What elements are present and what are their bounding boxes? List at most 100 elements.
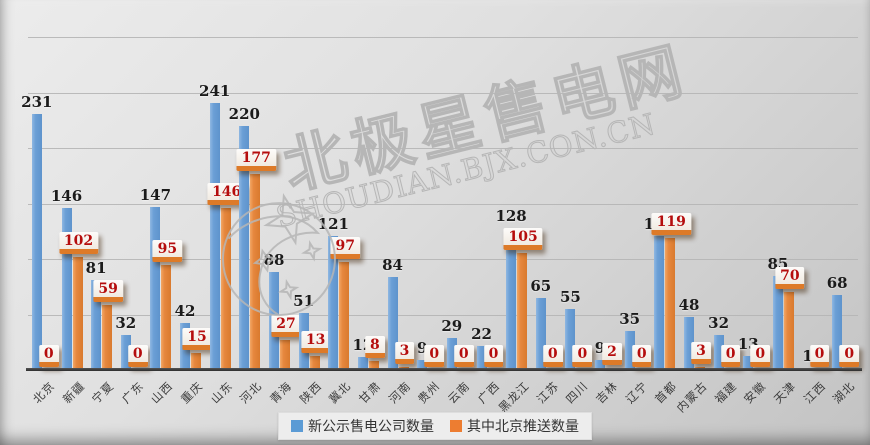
x-axis-label-江西: 江西 bbox=[800, 378, 829, 407]
x-axis-label-北京: 北京 bbox=[29, 378, 58, 407]
legend-item-orange: 其中北京推送数量 bbox=[450, 416, 579, 436]
data-label-blue-北京: 231 bbox=[21, 92, 53, 111]
bar-orange-陕西 bbox=[309, 355, 320, 370]
data-label-blue-广东: 32 bbox=[115, 313, 137, 332]
data-label-blue-江西: 1 bbox=[802, 347, 813, 365]
x-axis-label-重庆: 重庆 bbox=[178, 378, 206, 407]
x-axis-label-冀北: 冀北 bbox=[326, 378, 354, 407]
bar-blue-内蒙古 bbox=[684, 316, 694, 370]
gridline-50 bbox=[28, 314, 858, 316]
legend-box: 新公示售电公司数量 其中北京推送数量 bbox=[278, 412, 592, 440]
x-axis-label-内蒙古: 内蒙古 bbox=[673, 378, 710, 416]
data-label-blue-重庆: 42 bbox=[174, 302, 196, 321]
data-label-orange-贵州: 0 bbox=[424, 345, 445, 367]
bar-blue-贵州 bbox=[417, 360, 428, 370]
bar-orange-河北 bbox=[250, 173, 261, 370]
bar-blue-广东 bbox=[120, 334, 131, 370]
data-label-orange-云南: 0 bbox=[453, 345, 474, 367]
x-axis-label-山东: 山东 bbox=[207, 378, 236, 407]
orange-series-swatch-icon bbox=[450, 420, 462, 432]
data-label-blue-湖北: 68 bbox=[826, 273, 848, 292]
bar-blue-天津 bbox=[772, 275, 783, 370]
legend-label-blue: 新公示售电公司数量 bbox=[308, 419, 434, 435]
data-label-orange-天津: 70 bbox=[775, 267, 805, 290]
data-label-blue-辽宁: 35 bbox=[619, 310, 641, 329]
data-label-blue-黑龙江: 128 bbox=[495, 206, 527, 225]
data-label-blue-冀北: 121 bbox=[317, 214, 349, 233]
data-label-blue-新疆: 146 bbox=[50, 186, 83, 205]
bar-blue-山西 bbox=[150, 206, 161, 370]
bar-blue-甘肃 bbox=[357, 356, 368, 370]
bar-blue-吉林 bbox=[595, 360, 605, 370]
bar-blue-黑龙江 bbox=[506, 227, 517, 370]
x-axis-label-云南: 云南 bbox=[444, 378, 473, 407]
bar-blue-广西 bbox=[476, 345, 487, 370]
legend-label-orange: 其中北京推送数量 bbox=[467, 419, 579, 435]
x-axis-label-福建: 福建 bbox=[711, 378, 740, 407]
bar-orange-冀北 bbox=[339, 262, 350, 370]
bar-orange-新疆 bbox=[72, 256, 83, 370]
data-label-blue-内蒙古: 48 bbox=[678, 295, 700, 314]
data-label-blue-福建: 32 bbox=[708, 313, 730, 332]
data-label-orange-陕西: 13 bbox=[300, 330, 331, 353]
data-label-blue-四川: 55 bbox=[559, 287, 581, 306]
x-axis-label-辽宁: 辽宁 bbox=[622, 378, 651, 407]
data-label-orange-甘肃: 8 bbox=[365, 336, 385, 359]
bar-orange-山东 bbox=[220, 207, 231, 370]
x-axis-label-吉林: 吉林 bbox=[593, 378, 621, 407]
x-axis-label-湖北: 湖北 bbox=[830, 378, 858, 407]
data-label-orange-首都: 119 bbox=[651, 212, 691, 235]
data-label-orange-安徽: 0 bbox=[750, 345, 771, 367]
bar-orange-黑龙江 bbox=[517, 253, 528, 370]
x-axis-label-江苏: 江苏 bbox=[533, 378, 562, 407]
gridline-200 bbox=[28, 148, 858, 149]
x-axis-label-天津: 天津 bbox=[770, 378, 799, 407]
bar-blue-江苏 bbox=[535, 297, 546, 370]
x-axis-label-新疆: 新疆 bbox=[59, 378, 88, 407]
data-label-orange-江西: 0 bbox=[809, 345, 830, 367]
bar-blue-新疆 bbox=[61, 207, 72, 370]
x-axis-label-陕西: 陕西 bbox=[296, 378, 325, 407]
bar-blue-首都 bbox=[654, 235, 665, 370]
data-label-blue-江苏: 65 bbox=[530, 276, 552, 295]
bar-blue-云南 bbox=[446, 337, 457, 370]
x-axis-label-河北: 河北 bbox=[237, 378, 265, 407]
watermark-chinese-text: 北极星售电网 bbox=[276, 32, 697, 204]
data-label-orange-江苏: 0 bbox=[542, 345, 563, 367]
data-label-orange-山西: 95 bbox=[152, 239, 183, 262]
legend: 新公示售电公司数量 其中北京推送数量 bbox=[0, 412, 870, 440]
data-label-blue-山西: 147 bbox=[139, 185, 172, 204]
x-axis-label-青海: 青海 bbox=[267, 378, 295, 407]
bar-orange-重庆 bbox=[191, 353, 201, 370]
data-label-blue-山东: 241 bbox=[199, 81, 231, 100]
data-label-orange-宁夏: 59 bbox=[93, 279, 123, 302]
bar-orange-宁夏 bbox=[102, 304, 113, 370]
x-axis-line bbox=[26, 368, 862, 371]
data-label-blue-河北: 220 bbox=[228, 104, 260, 123]
bar-orange-甘肃 bbox=[368, 361, 379, 370]
legend-item-blue: 新公示售电公司数量 bbox=[291, 416, 434, 436]
x-axis-label-广东: 广东 bbox=[118, 378, 147, 407]
data-label-orange-冀北: 97 bbox=[330, 237, 361, 260]
data-label-blue-河南: 84 bbox=[382, 255, 403, 274]
data-label-orange-河南: 3 bbox=[394, 341, 415, 364]
bar-blue-湖北 bbox=[832, 294, 843, 370]
bar-blue-宁夏 bbox=[91, 280, 102, 370]
data-label-orange-青海: 27 bbox=[271, 315, 301, 337]
blue-series-swatch-icon bbox=[291, 420, 303, 432]
data-label-orange-辽宁: 0 bbox=[631, 345, 652, 367]
x-axis-label-山西: 山西 bbox=[148, 378, 177, 407]
data-label-blue-贵州: 9 bbox=[416, 339, 428, 357]
x-axis-label-甘肃: 甘肃 bbox=[355, 378, 384, 407]
data-label-orange-内蒙古: 3 bbox=[691, 341, 711, 364]
data-label-blue-宁夏: 81 bbox=[85, 259, 107, 278]
bar-blue-福建 bbox=[713, 334, 724, 370]
data-label-orange-吉林: 2 bbox=[602, 342, 622, 365]
data-label-orange-河北: 177 bbox=[236, 148, 276, 171]
gridline-250 bbox=[28, 92, 858, 94]
x-axis-label-四川: 四川 bbox=[563, 378, 592, 407]
bar-blue-安徽 bbox=[743, 355, 754, 370]
bar-blue-河南 bbox=[387, 276, 398, 370]
data-label-blue-广西: 22 bbox=[471, 324, 492, 343]
